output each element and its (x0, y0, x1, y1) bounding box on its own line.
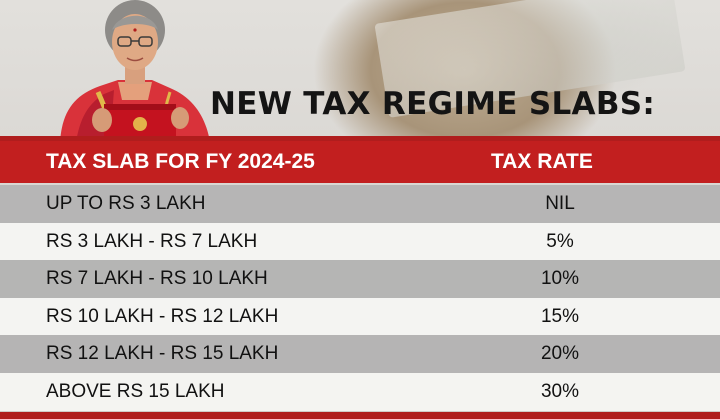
slab-cell: RS 3 LAKH - RS 7 LAKH (46, 230, 258, 252)
table-row: ABOVE RS 15 LAKH 30% (0, 372, 720, 411)
table-row: UP TO RS 3 LAKH NIL (0, 185, 720, 223)
slab-cell: RS 12 LAKH - RS 15 LAKH (46, 343, 279, 365)
slab-cell: RS 10 LAKH - RS 12 LAKH (46, 305, 279, 327)
rate-cell: 10% (540, 268, 580, 290)
table-row: RS 10 LAKH - RS 12 LAKH 15% (0, 297, 720, 336)
rate-cell: 30% (540, 380, 580, 402)
slab-cell: UP TO RS 3 LAKH (46, 193, 206, 214)
rate-cell: 5% (546, 230, 574, 252)
table-header: TAX SLAB FOR FY 2024-25 TAX RATE (0, 141, 720, 183)
rate-cell: 20% (540, 343, 580, 365)
rate-cell: 15% (540, 305, 580, 327)
slab-cell: RS 7 LAKH - RS 10 LAKH (46, 268, 268, 290)
slab-cell: ABOVE RS 15 LAKH (46, 380, 225, 402)
tax-slab-table: UP TO RS 3 LAKH NIL RS 3 LAKH - RS 7 LAK… (0, 185, 720, 411)
column-header-slab: TAX SLAB FOR FY 2024-25 (46, 150, 315, 173)
person-portrait (60, 0, 210, 142)
header-divider (0, 136, 720, 141)
table-row: RS 7 LAKH - RS 10 LAKH 10% (0, 260, 720, 298)
page-title: NEW TAX REGIME SLABS: (210, 86, 656, 122)
rate-cell: NIL (545, 193, 575, 214)
column-header-rate: TAX RATE (491, 150, 593, 173)
footer-divider (0, 412, 720, 419)
table-row: RS 12 LAKH - RS 15 LAKH 20% (0, 335, 720, 373)
table-row: RS 3 LAKH - RS 7 LAKH 5% (0, 222, 720, 261)
